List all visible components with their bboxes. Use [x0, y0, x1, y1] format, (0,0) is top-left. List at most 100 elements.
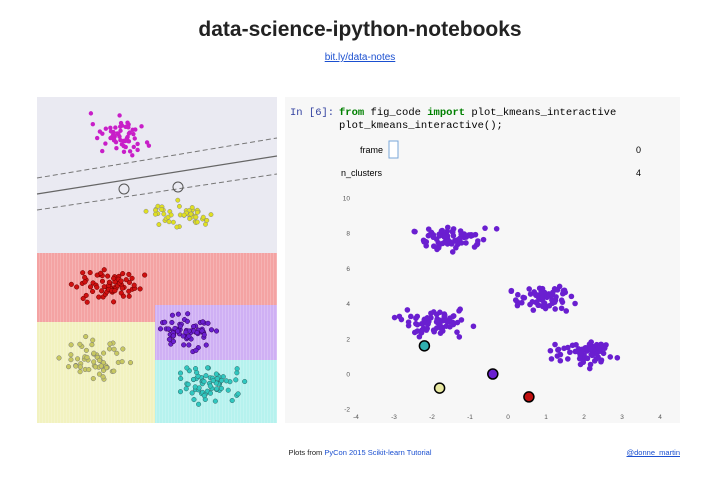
point [565, 344, 571, 351]
point [213, 328, 220, 334]
point [123, 144, 128, 150]
point [119, 142, 125, 147]
point [480, 236, 487, 243]
point [607, 354, 614, 360]
point [108, 135, 113, 141]
point [450, 232, 457, 239]
point [563, 308, 570, 314]
point [188, 211, 194, 217]
point [193, 366, 199, 372]
point [82, 279, 88, 285]
point [203, 373, 209, 379]
point [176, 203, 182, 209]
footer-link[interactable]: PyCon 2015 Scikit-learn Tutorial [324, 448, 432, 457]
point [450, 226, 457, 232]
point [133, 127, 138, 132]
point [508, 287, 515, 294]
point [213, 371, 219, 377]
point [80, 295, 86, 302]
point [200, 319, 206, 325]
point [168, 212, 174, 218]
x-tick-label: -2 [429, 414, 435, 421]
point [68, 281, 74, 287]
point [106, 279, 112, 285]
point [82, 274, 88, 281]
point [552, 306, 558, 312]
point [118, 278, 124, 284]
point [112, 134, 117, 139]
point [190, 376, 197, 383]
point [166, 219, 172, 225]
point [437, 309, 443, 316]
point [152, 211, 158, 217]
point [419, 327, 425, 333]
point [449, 240, 455, 247]
point [155, 203, 161, 209]
point [77, 369, 83, 375]
point [186, 333, 192, 339]
point [196, 401, 202, 407]
point [189, 390, 195, 396]
point [436, 233, 443, 239]
point [413, 315, 419, 322]
point [416, 333, 423, 340]
point [425, 321, 431, 327]
point [521, 294, 528, 301]
slider-handle[interactable] [388, 140, 399, 159]
point [434, 316, 440, 323]
point [204, 217, 210, 223]
point [572, 300, 578, 307]
point [170, 338, 177, 344]
point [180, 333, 186, 339]
y-tick-label: -2 [344, 407, 350, 414]
handle-link[interactable]: @donne_martin [626, 448, 680, 457]
point [456, 236, 463, 242]
point [181, 212, 187, 218]
point [87, 284, 94, 290]
point [175, 311, 181, 317]
point [77, 364, 83, 370]
point [587, 361, 594, 368]
point [142, 272, 148, 278]
point [542, 305, 549, 312]
point [118, 128, 123, 133]
point [194, 209, 200, 215]
point [117, 134, 122, 139]
point [201, 332, 207, 338]
point [83, 292, 89, 298]
point [233, 377, 239, 383]
code-token: plot_kmeans_interactive [465, 107, 616, 119]
point [225, 387, 231, 393]
point [94, 284, 100, 290]
point [194, 330, 200, 336]
link[interactable]: bit.ly/data-notes [324, 52, 396, 63]
point [554, 287, 561, 293]
point [112, 288, 118, 294]
point [175, 328, 181, 334]
x-tick-label: -3 [391, 414, 397, 421]
point [123, 277, 129, 283]
x-tick-label: -4 [353, 414, 359, 421]
point [530, 307, 537, 313]
svm-line [36, 155, 278, 195]
point [557, 357, 564, 364]
point [420, 237, 427, 244]
point [408, 313, 414, 320]
point [130, 153, 135, 158]
title: data-science-ipython-notebooks [198, 18, 522, 41]
notebook-panel: In [6]: from fig_code import plot_kmeans… [285, 97, 680, 423]
point [203, 342, 209, 348]
point [114, 145, 119, 151]
point [125, 124, 130, 130]
left-image [36, 97, 278, 423]
point [187, 216, 193, 222]
point [514, 302, 521, 309]
point [539, 285, 546, 292]
point [115, 131, 120, 136]
point [526, 286, 532, 292]
keyword: import [427, 107, 465, 119]
point [126, 288, 132, 294]
point [205, 320, 211, 326]
point [469, 232, 476, 239]
point [114, 350, 120, 356]
